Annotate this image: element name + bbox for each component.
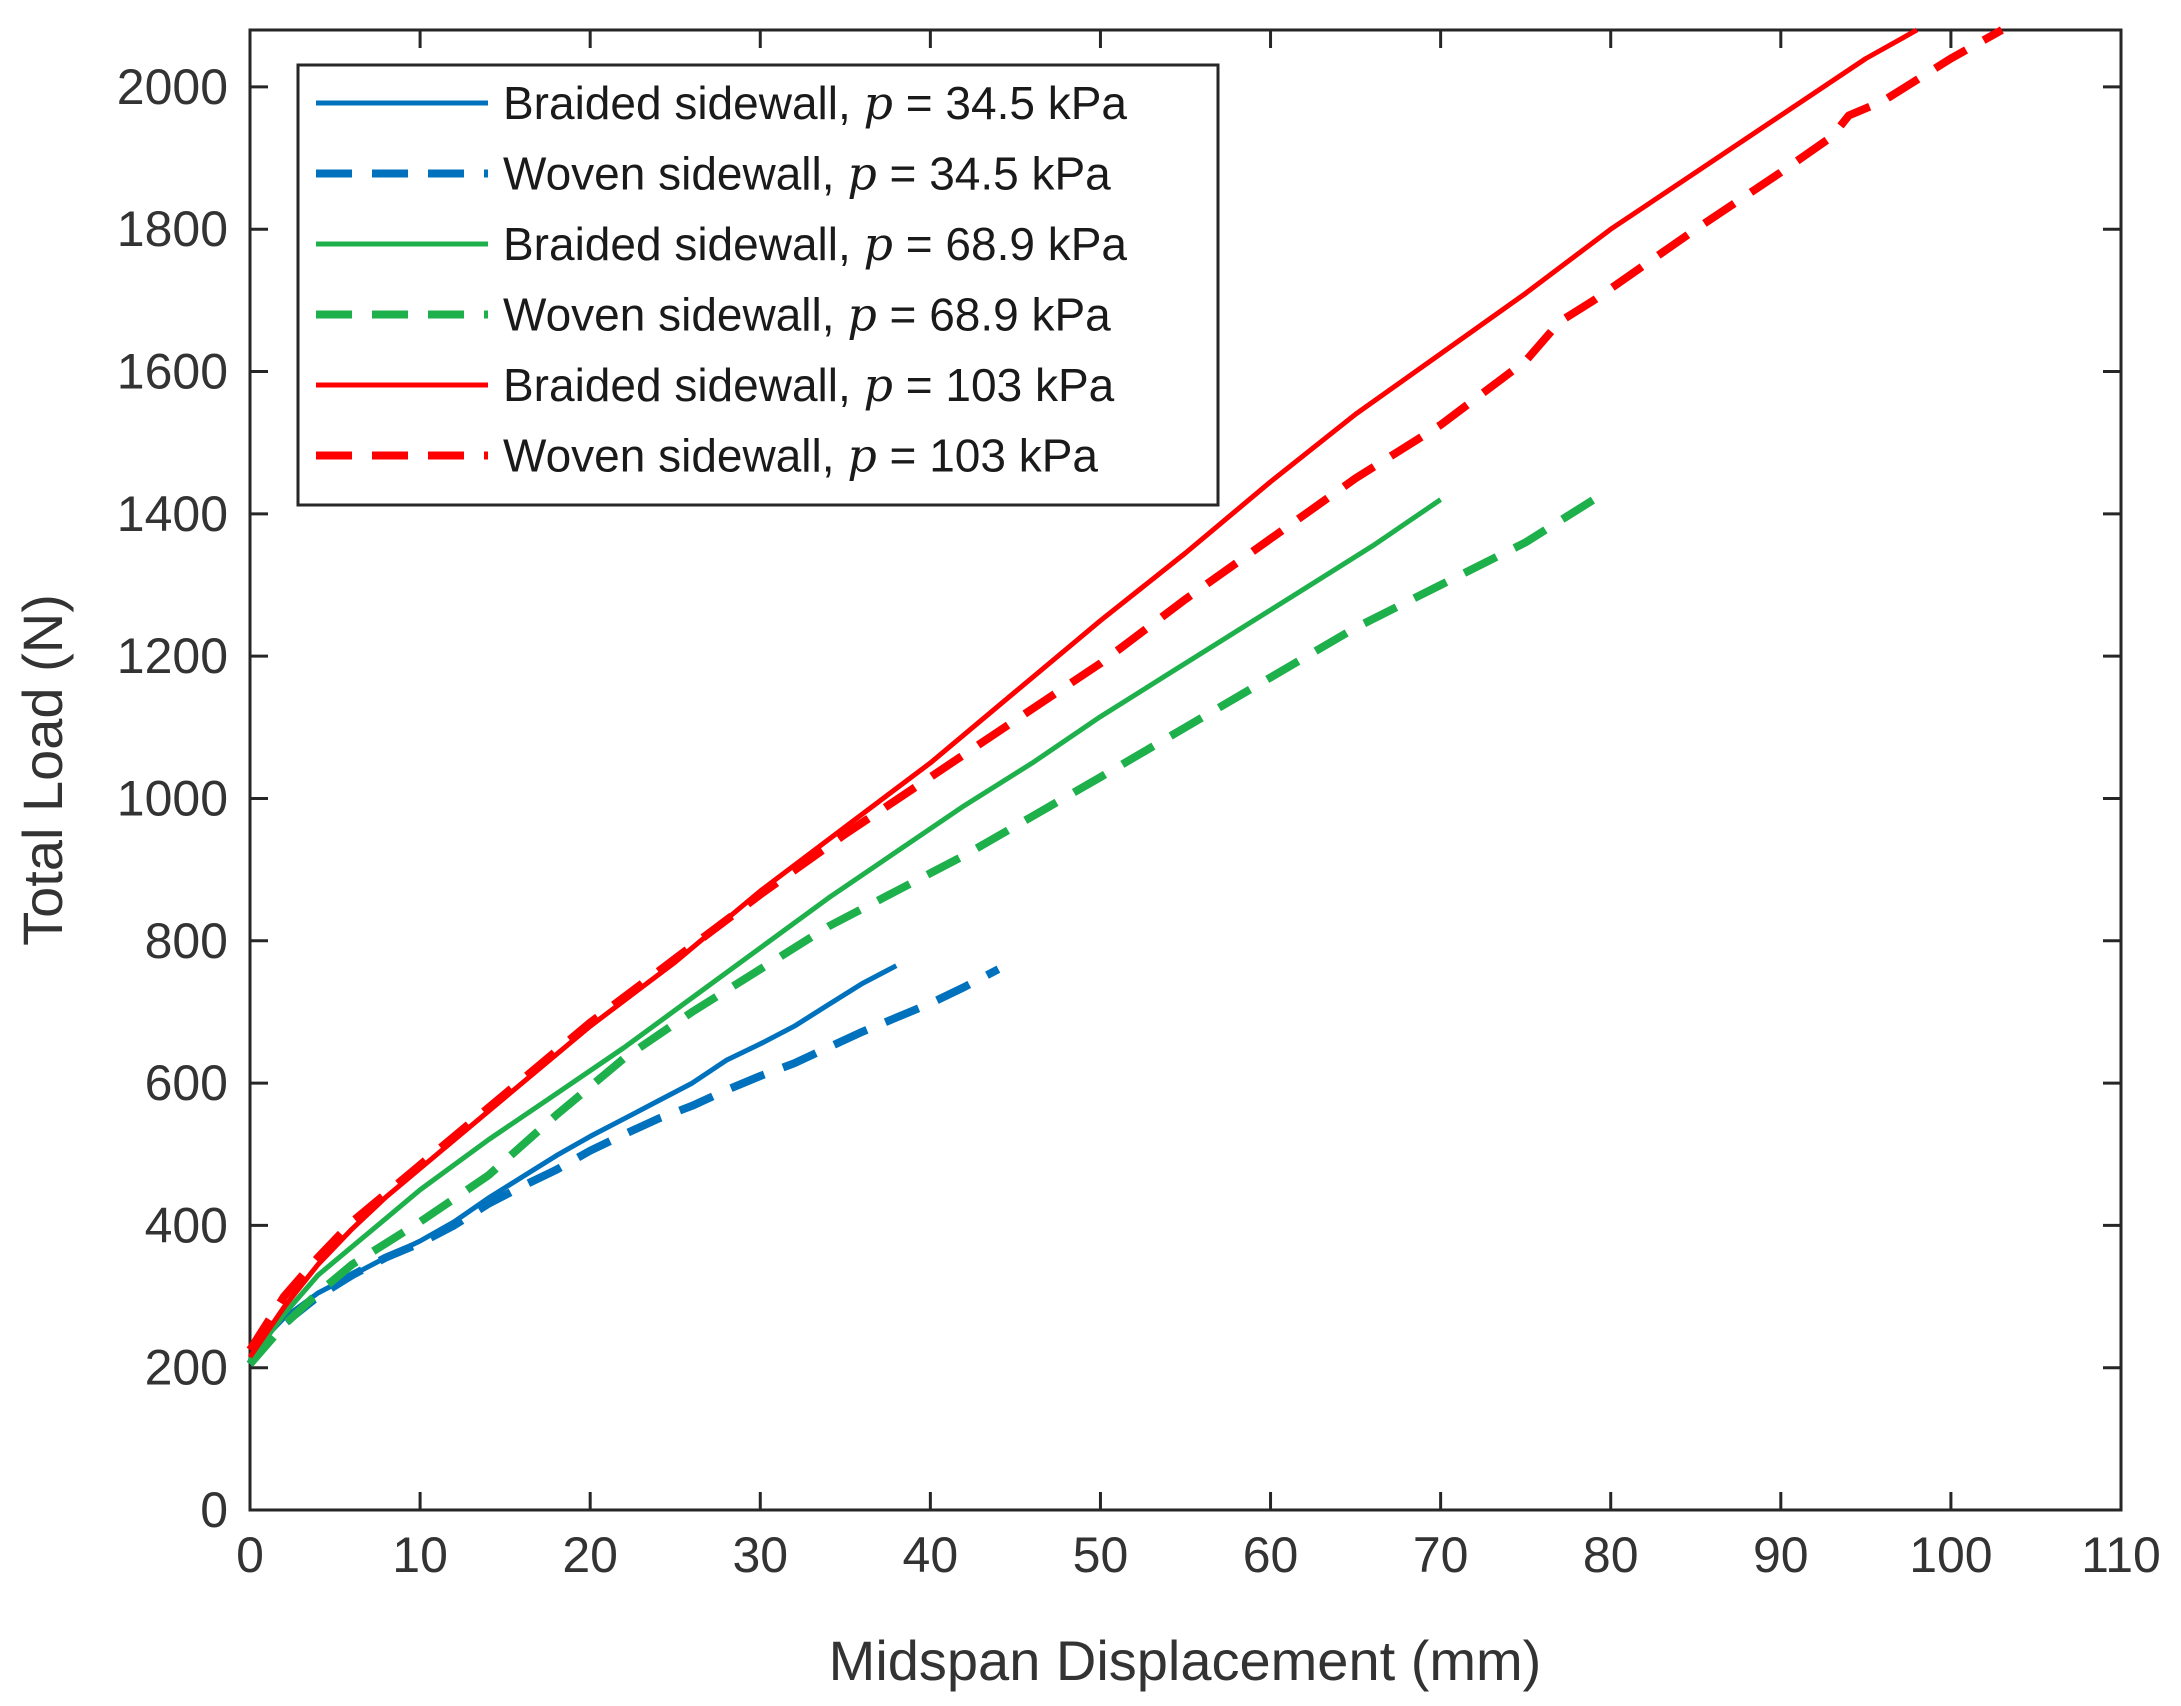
y-axis-title: Total Load (N) [11, 594, 74, 946]
y-tick-label: 1200 [117, 628, 228, 684]
series-line-1 [247, 963, 898, 1363]
y-axis-ticks: 0 200 400 600 800 1000 1200 1400 1600 1800 2000 [117, 59, 2121, 1538]
y-tick-label: 1600 [117, 344, 228, 400]
x-axis-ticks: 0 10 20 30 40 50 60 70 80 90 100 110 [236, 30, 2161, 1583]
x-tick-label: 40 [903, 1527, 959, 1583]
series-line-6 [246, 26, 2004, 1353]
series-line-3 [247, 497, 1443, 1363]
x-tick-label: 20 [562, 1527, 618, 1583]
legend-label-variable: p [864, 76, 893, 130]
legend-label-prefix: Braided sidewall, [503, 218, 864, 270]
x-tick-label: 110 [2081, 1527, 2161, 1583]
legend-label-suffix: = 68.9 kPa [877, 289, 1111, 341]
plot-frame [248, 28, 2123, 1512]
legend-label-suffix: = 103 kPa [893, 359, 1115, 411]
x-tick-label: 50 [1073, 1527, 1129, 1583]
legend-label-prefix: Woven sidewall, [503, 148, 847, 200]
y-tick-label: 400 [145, 1197, 228, 1253]
y-tick-label: 1400 [117, 486, 228, 542]
legend-label-4: Woven sidewall, p = 68.9 kPa [503, 288, 1111, 342]
x-tick-label: 80 [1583, 1527, 1639, 1583]
legend-label-prefix: Woven sidewall, [503, 289, 847, 341]
legend-label-variable: p [864, 358, 893, 412]
legend-label-5: Braided sidewall, p = 103 kPa [503, 358, 1115, 412]
y-tick-label: 800 [145, 913, 228, 969]
y-tick-label: 0 [200, 1482, 228, 1538]
x-tick-label: 60 [1243, 1527, 1299, 1583]
legend-label-suffix: = 34.5 kPa [877, 148, 1111, 200]
legend-label-variable: p [847, 147, 876, 201]
legend-label-prefix: Woven sidewall, [503, 430, 847, 482]
series-layer [246, 26, 2004, 1367]
legend-label-1: Braided sidewall, p = 34.5 kPa [503, 76, 1127, 130]
legend-label-suffix: = 68.9 kPa [893, 218, 1127, 270]
y-tick-label: 600 [145, 1055, 228, 1111]
legend-label-suffix: = 34.5 kPa [893, 77, 1127, 129]
legend-label-variable: p [847, 288, 876, 342]
plot-area [246, 26, 2123, 1512]
series-line-4 [246, 496, 1596, 1367]
series-line-2 [246, 965, 1001, 1367]
y-tick-label: 2000 [117, 59, 228, 115]
x-axis-title: Midspan Displacement (mm) [829, 1629, 1542, 1692]
x-tick-label: 30 [732, 1527, 788, 1583]
x-tick-label: 10 [392, 1527, 448, 1583]
legend-label-2: Woven sidewall, p = 34.5 kPa [503, 147, 1111, 201]
legend-label-suffix: = 103 kPa [877, 430, 1099, 482]
legend-label-prefix: Braided sidewall, [503, 77, 864, 129]
legend-label-6: Woven sidewall, p = 103 kPa [503, 429, 1098, 483]
x-tick-label: 90 [1753, 1527, 1809, 1583]
legend-label-3: Braided sidewall, p = 68.9 kPa [503, 217, 1127, 271]
legend-box [296, 63, 1220, 507]
legend-label-prefix: Braided sidewall, [503, 359, 864, 411]
y-tick-label: 1000 [117, 770, 228, 826]
y-tick-label: 1800 [117, 201, 228, 257]
x-tick-label: 100 [1909, 1527, 1992, 1583]
y-tick-label: 200 [145, 1340, 228, 1396]
legend-label-variable: p [864, 217, 893, 271]
x-tick-label: 0 [236, 1527, 264, 1583]
legend-label-variable: p [847, 429, 876, 483]
x-tick-label: 70 [1413, 1527, 1469, 1583]
